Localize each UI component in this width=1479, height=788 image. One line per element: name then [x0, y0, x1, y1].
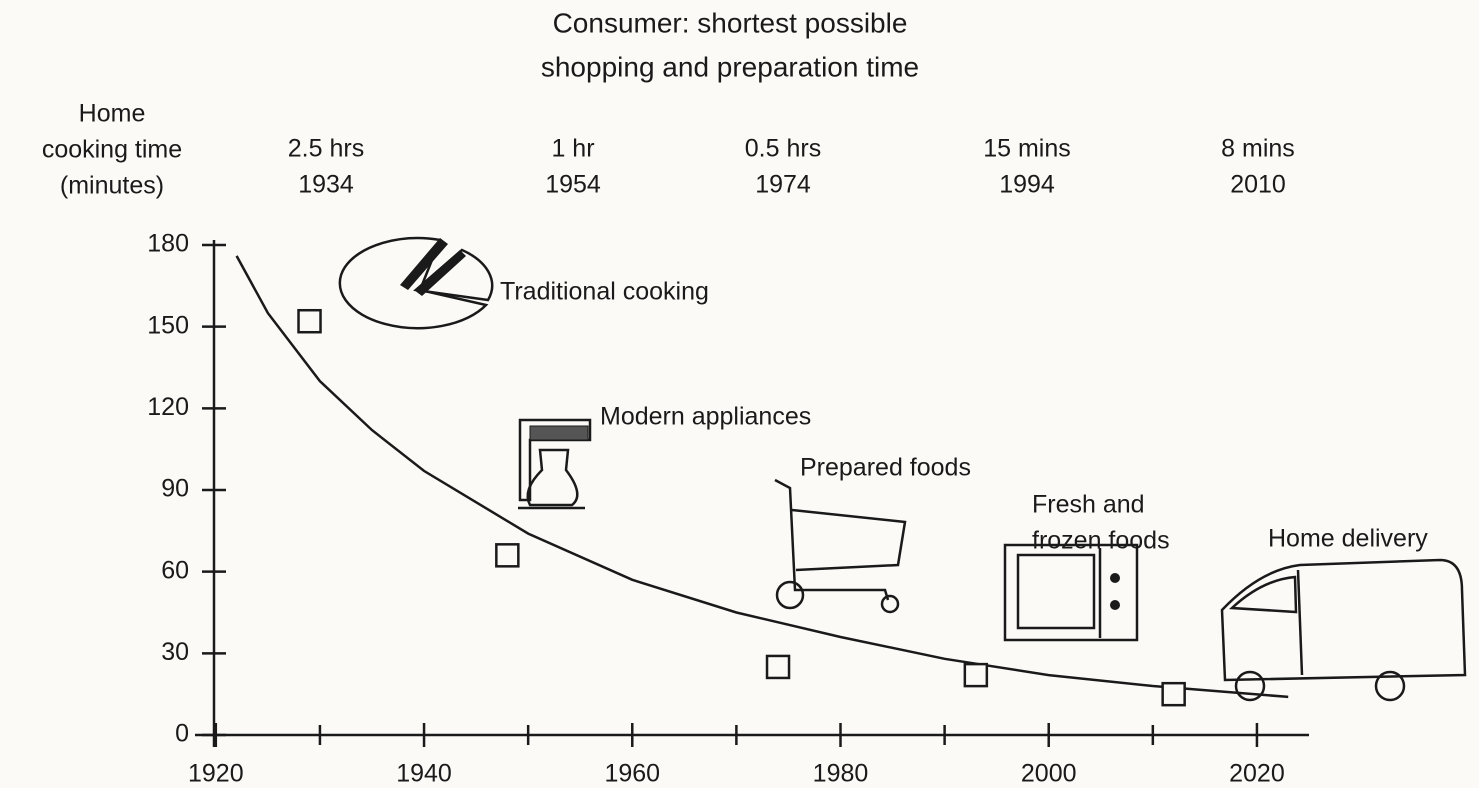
- chart-title: shopping and preparation time: [541, 51, 919, 82]
- x-tick-label: 2000: [1021, 760, 1077, 788]
- y-tick-label: 0: [175, 720, 189, 748]
- cart-icon: [775, 480, 905, 612]
- header-time: 0.5 hrs: [745, 135, 821, 163]
- header-time: 8 mins: [1221, 135, 1295, 163]
- header-year: 1974: [755, 171, 811, 199]
- microwave-icon: [1005, 545, 1137, 640]
- y-tick-label: 30: [161, 638, 189, 666]
- annotation: Traditional cooking: [500, 278, 709, 306]
- x-tick-label: 1940: [396, 760, 452, 788]
- x-tick-label: 1980: [813, 760, 869, 788]
- header-year: 2010: [1230, 171, 1286, 199]
- x-tick-label: 1920: [188, 760, 244, 788]
- y-axis-label: (minutes): [60, 172, 164, 200]
- y-tick-label: 150: [147, 311, 189, 339]
- header-year: 1954: [545, 171, 601, 199]
- header-time: 1 hr: [551, 135, 594, 163]
- chart: Consumer: shortest possible shopping and …: [0, 0, 1479, 788]
- trend-curve: [237, 256, 1289, 697]
- y-axis-label: cooking time: [42, 136, 182, 164]
- header-year: 1934: [298, 171, 354, 199]
- y-tick-label: 60: [161, 556, 189, 584]
- y-axis-label: Home: [79, 100, 146, 128]
- van-icon: [1222, 560, 1465, 700]
- data-point: [965, 664, 987, 686]
- annotation: Modern appliances: [600, 403, 811, 431]
- header-time: 2.5 hrs: [288, 135, 364, 163]
- x-tick-label: 1960: [604, 760, 660, 788]
- data-point: [767, 656, 789, 678]
- chart-title: Consumer: shortest possible: [553, 7, 908, 38]
- header-year: 1994: [999, 171, 1055, 199]
- pie-icon: [340, 238, 492, 328]
- y-tick-label: 90: [161, 475, 189, 503]
- data-point: [496, 544, 518, 566]
- data-point: [299, 310, 321, 332]
- y-tick-label: 120: [147, 393, 189, 421]
- y-tick-label: 180: [147, 230, 189, 258]
- x-tick-label: 2020: [1229, 760, 1285, 788]
- header-time: 15 mins: [983, 135, 1071, 163]
- page: {"chart_data": { "type": "scatter", "tit…: [0, 0, 1479, 788]
- annotation: Home delivery: [1268, 525, 1428, 553]
- annotation: Fresh and: [1032, 491, 1145, 519]
- annotation: Prepared foods: [800, 454, 971, 482]
- data-point: [1163, 683, 1185, 705]
- coffee-maker-icon: [518, 420, 590, 508]
- annotation: frozen foods: [1032, 527, 1170, 555]
